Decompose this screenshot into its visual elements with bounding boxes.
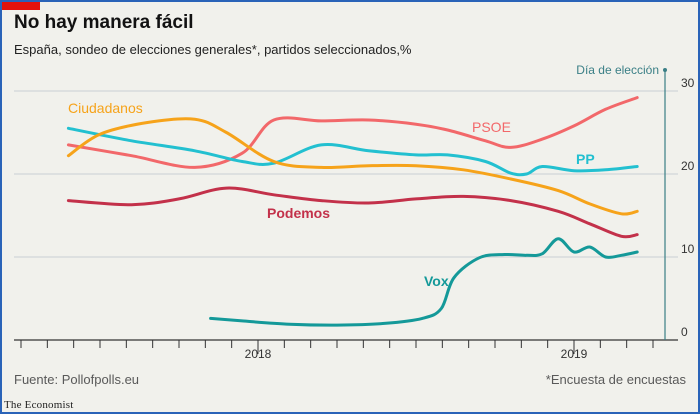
series-line-podemos (66, 186, 639, 239)
footnote: *Encuesta de encuestas (545, 372, 686, 387)
series-line-psoe (66, 96, 639, 169)
election-day-dot (663, 68, 667, 72)
x-tick-label: 2018 (245, 347, 272, 361)
series-label-vox: Vox (424, 273, 449, 289)
source-note: Fuente: Pollofpolls.eu (14, 372, 140, 387)
series-line-pp (66, 126, 639, 177)
y-tick-label: 0 (681, 325, 688, 339)
series-line-ciudadanos (66, 117, 639, 216)
y-tick-label: 10 (681, 242, 695, 256)
series-label-podemos: Podemos (267, 205, 330, 221)
brand-logo: The Economist (4, 399, 74, 411)
economist-red-tag (2, 2, 40, 10)
election-day-label: Día de elección (576, 63, 659, 77)
y-tick-label: 30 (681, 76, 695, 90)
series-line-vox (209, 237, 639, 327)
chart-subtitle: España, sondeo de elecciones generales*,… (14, 42, 412, 57)
series-label-psoe: PSOE (472, 119, 511, 135)
series-label-pp: PP (576, 151, 595, 167)
series-label-ciudadanos: Ciudadanos (68, 100, 143, 116)
x-tick-label: 2019 (561, 347, 588, 361)
y-tick-label: 20 (681, 159, 695, 173)
chart-title: No hay manera fácil (14, 12, 194, 33)
